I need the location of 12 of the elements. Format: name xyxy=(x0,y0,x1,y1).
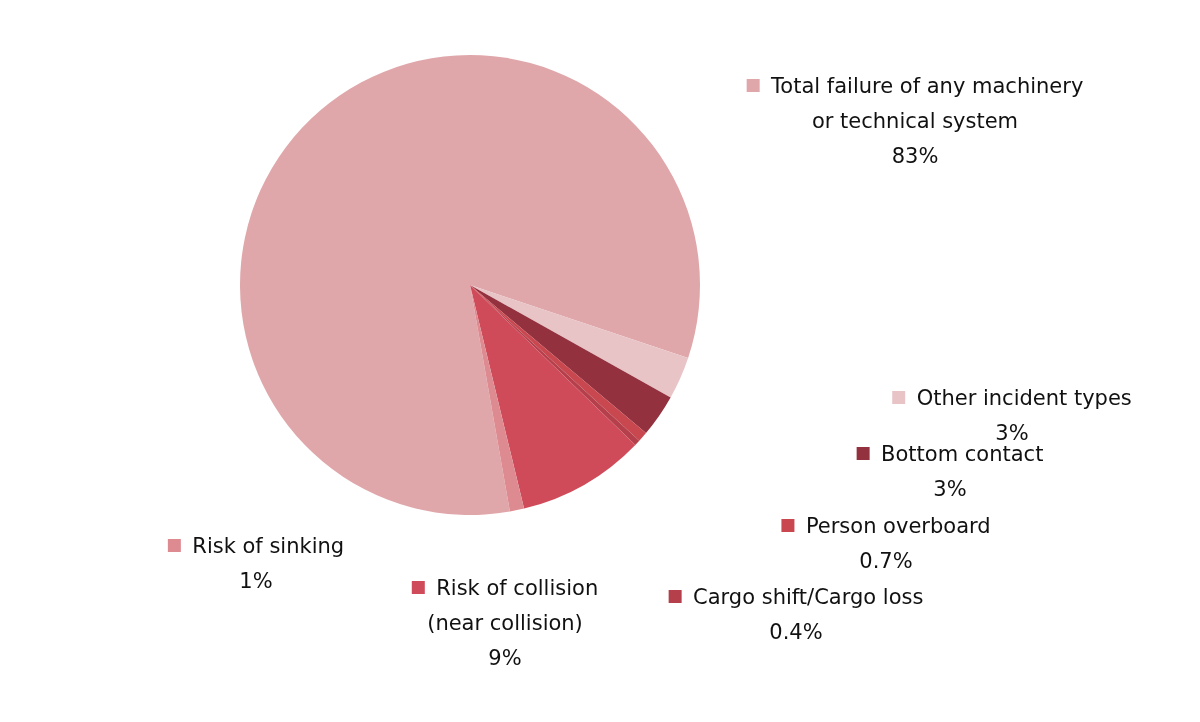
data-label: 3% xyxy=(933,476,967,501)
legend-label: Risk of sinking xyxy=(192,533,345,558)
legend-label: Person overboard xyxy=(805,513,991,538)
legend-label: Total failure of any machinery or technical system xyxy=(770,73,1084,133)
data-label: 9% xyxy=(488,645,522,670)
data-label: 0.4% xyxy=(769,619,823,644)
data-label: 83% xyxy=(891,143,939,168)
legend-label: Cargo shift/Cargo loss xyxy=(693,584,924,609)
legend-label: Risk of collision (near collision) xyxy=(427,575,599,635)
data-label: 1% xyxy=(239,568,273,593)
data-label: 0.7% xyxy=(859,548,913,573)
legend-label: Other incident types xyxy=(916,385,1132,410)
